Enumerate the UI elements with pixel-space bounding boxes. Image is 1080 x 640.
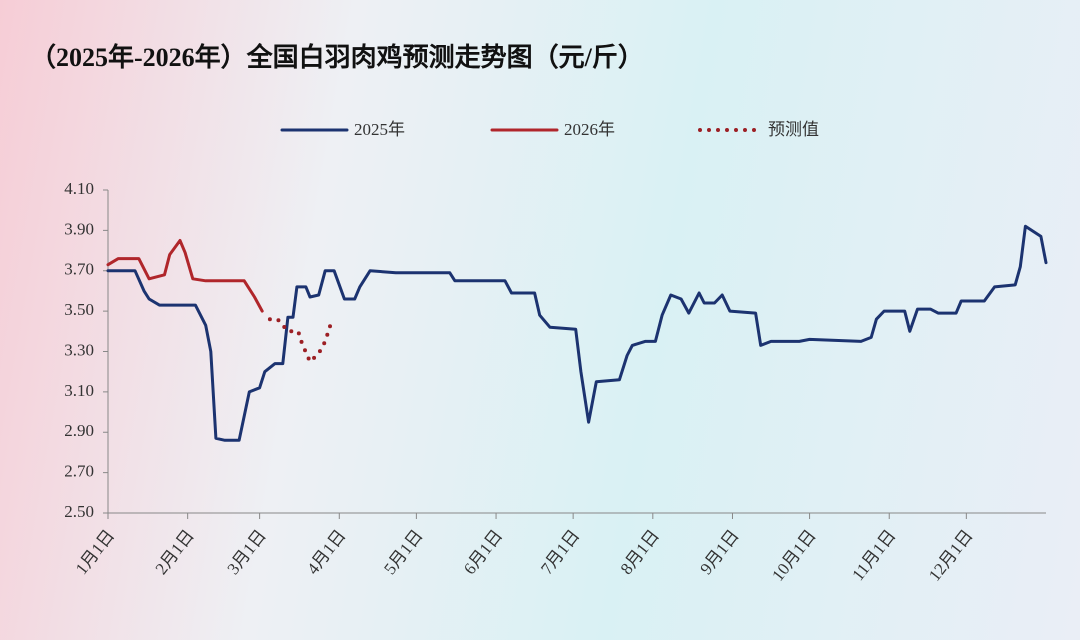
x-tick-label: 10月1日 xyxy=(768,526,820,585)
y-tick-label: 2.50 xyxy=(64,502,94,521)
series-line xyxy=(106,224,1048,442)
x-tick-label: 3月1日 xyxy=(223,526,269,578)
series-line xyxy=(106,239,264,313)
x-tick-label: 12月1日 xyxy=(925,526,977,585)
chart-title: （2025年-2026年）全国白羽肉鸡预测走势图（元/斤） xyxy=(30,42,644,72)
x-tick-label: 9月1日 xyxy=(696,526,742,578)
y-tick-label: 3.30 xyxy=(64,340,94,359)
y-tick-label: 4.10 xyxy=(64,179,94,198)
x-tick-label: 6月1日 xyxy=(460,526,506,578)
x-tick-label: 4月1日 xyxy=(303,526,349,578)
y-tick-label: 3.90 xyxy=(64,219,94,238)
x-tick-label: 1月1日 xyxy=(72,526,118,578)
series-line xyxy=(267,317,334,364)
y-tick-label: 3.10 xyxy=(64,381,94,400)
x-tick-label: 8月1日 xyxy=(617,526,663,578)
y-tick-label: 3.70 xyxy=(64,260,94,279)
y-tick-label: 2.90 xyxy=(64,421,94,440)
x-tick-label: 7月1日 xyxy=(537,526,583,578)
x-tick-label: 2月1日 xyxy=(152,526,198,578)
x-tick-label: 5月1日 xyxy=(380,526,426,578)
y-tick-label: 3.50 xyxy=(64,300,94,319)
legend-label: 2026年 xyxy=(564,120,615,139)
legend-label: 预测值 xyxy=(768,120,819,139)
legend-label: 2025年 xyxy=(354,120,405,139)
y-tick-label: 2.70 xyxy=(64,462,94,481)
x-tick-label: 11月1日 xyxy=(848,526,899,584)
